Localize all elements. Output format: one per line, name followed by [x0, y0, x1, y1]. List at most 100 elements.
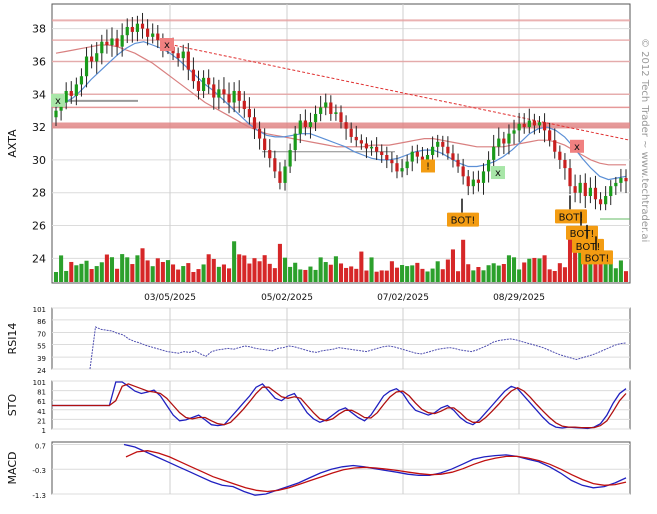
rsi-panel: 101 86 70 55 39 24 RSI14 — [6, 306, 631, 375]
sto-k-line — [52, 381, 627, 430]
volume-bar — [410, 265, 415, 282]
candle-body — [293, 133, 297, 151]
bot-marker-label: BOT! — [451, 216, 476, 227]
volume-bar — [201, 264, 206, 282]
candle-body — [110, 38, 114, 46]
candle-body — [492, 146, 496, 160]
candle-body — [135, 23, 140, 32]
candle-body — [420, 156, 425, 160]
candle-body — [54, 110, 58, 118]
candle-body — [181, 51, 185, 59]
volume-bar — [303, 269, 308, 282]
candle-body — [84, 56, 89, 77]
sell-marker — [570, 139, 584, 153]
volume-bar — [125, 257, 130, 282]
alert-marker — [421, 159, 435, 173]
candle-body — [537, 122, 542, 126]
trendline — [164, 42, 631, 141]
candle-body — [614, 182, 618, 187]
sell-marker — [160, 38, 174, 52]
volume-bar — [466, 264, 471, 282]
volume-bar — [506, 255, 511, 282]
volume-bar — [181, 266, 186, 282]
volume-bar — [79, 263, 84, 282]
volume-bar — [364, 270, 369, 282]
price-plot-frame — [51, 3, 631, 284]
candle-body — [431, 146, 435, 155]
volume-bar — [486, 265, 491, 282]
volume-bar — [53, 272, 59, 282]
candle-body — [283, 166, 287, 183]
volume-bar — [527, 258, 532, 282]
volume-bar — [308, 266, 313, 282]
candle-body — [588, 187, 592, 197]
candle-body — [446, 146, 450, 154]
volume-bar — [216, 266, 221, 282]
candle-body — [532, 120, 536, 126]
volume-bar — [567, 231, 573, 282]
volume-bar — [140, 248, 145, 282]
volume-bar — [512, 257, 517, 282]
volume-bar — [120, 254, 125, 282]
xtick-label: 05/02/2025 — [261, 293, 313, 303]
volume-bar — [313, 269, 318, 282]
candle-body — [186, 51, 190, 70]
volume-bar — [196, 269, 201, 282]
candle-body — [486, 159, 491, 172]
candle-body — [151, 33, 155, 37]
candle-body — [354, 136, 358, 141]
volume-bar — [59, 255, 64, 282]
volume-bar — [389, 261, 394, 282]
candle-body — [604, 196, 608, 205]
volume-bar — [242, 255, 247, 282]
volume-bar — [232, 241, 237, 282]
volume-bar — [211, 258, 216, 282]
volume-bar — [206, 254, 211, 282]
volume-bar — [252, 258, 257, 282]
volume-bar — [603, 259, 608, 282]
volume-bar — [598, 261, 603, 282]
watermark-text: © 2012 Tech Trader ~ www.techtrader.ai — [639, 38, 650, 242]
volume-bar — [593, 251, 598, 282]
volume-bar — [150, 266, 155, 282]
candle-body — [451, 153, 455, 160]
volume-bar — [221, 264, 226, 282]
candle-body — [115, 38, 119, 47]
candle-body — [329, 102, 333, 114]
bot-marker — [447, 212, 479, 227]
candle-body — [303, 120, 307, 128]
volume-bar — [425, 271, 430, 282]
alert-marker-label: ! — [426, 161, 430, 172]
volume-bar — [359, 251, 364, 282]
price-axis-label: AXTA — [6, 129, 19, 158]
candle-body — [227, 94, 231, 103]
sto-ytick-label: 41 — [37, 408, 46, 416]
volume-bar — [573, 243, 578, 282]
candle-body — [390, 159, 394, 164]
buy-marker — [51, 93, 65, 107]
candle-body — [156, 33, 160, 41]
volume-bar — [191, 271, 196, 282]
rsi-ytick-label: 55 — [37, 342, 46, 350]
volume-bar — [257, 261, 262, 282]
volume-bar — [354, 268, 359, 282]
volume-bar — [328, 264, 333, 282]
candle-body — [242, 100, 246, 110]
candle-body — [466, 176, 470, 187]
candle-body — [237, 90, 241, 101]
candle-body — [553, 140, 557, 152]
volume-bar — [435, 261, 440, 282]
volume-bar — [130, 264, 135, 282]
candle-body — [441, 141, 445, 147]
volume-bar — [481, 270, 486, 282]
candle-body — [573, 186, 577, 193]
candle-body — [273, 158, 277, 172]
candle-body — [375, 146, 379, 152]
bot-marker-label: BOT! — [559, 212, 584, 223]
volume-bar — [74, 265, 79, 282]
candle-body — [542, 122, 547, 131]
sto-ytick-label: 21 — [37, 417, 46, 425]
sto-ytick-label: 1 — [42, 427, 46, 435]
buy-marker-label: x — [495, 168, 501, 179]
volume-bar — [282, 257, 288, 282]
